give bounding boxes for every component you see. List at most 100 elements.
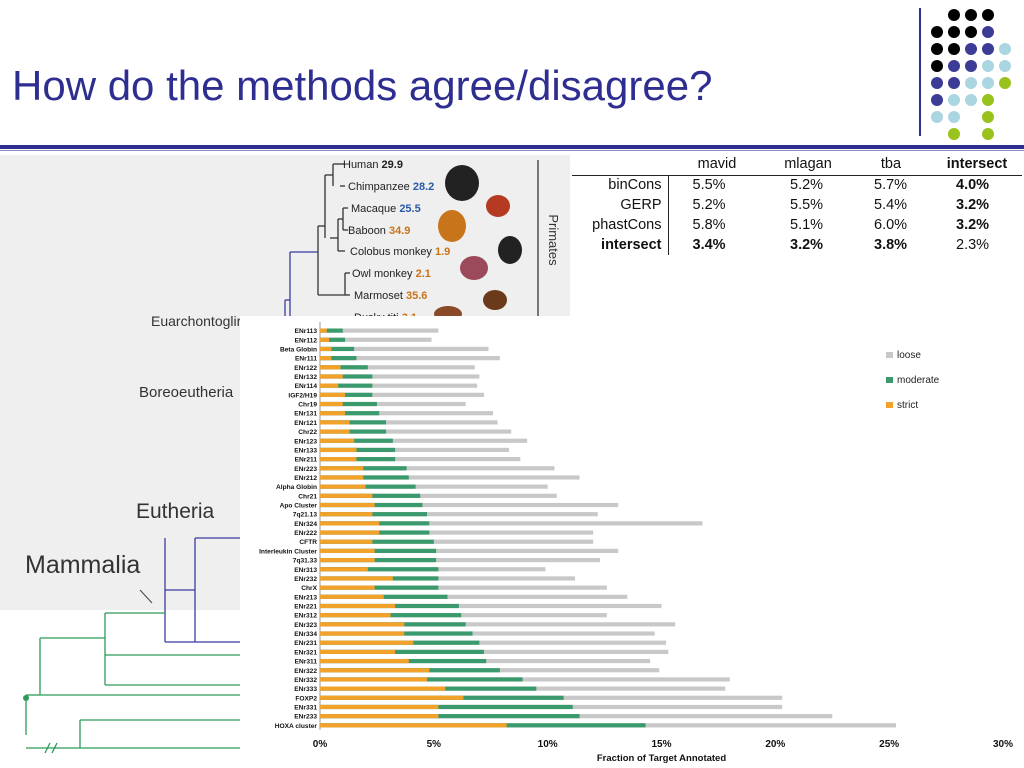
table-cell: 4.0% [956,177,990,194]
bar-strict [320,557,375,563]
species-label: Baboon 34.9 [348,225,410,237]
decorative-dot [931,94,943,106]
category-label: ENr323 [294,622,317,629]
column-header-mavid: mavid [668,154,766,176]
bar-strict [320,521,380,526]
category-label: ENr321 [294,649,317,656]
species-label: Owl monkey 2.1 [352,268,431,280]
table-cell: 3.4% [692,237,726,253]
owl-monkey-illustration [460,256,488,280]
bar-strict [320,649,396,654]
category-label: ENr132 [294,374,317,381]
decorative-dot [948,94,960,106]
primates-label: Primates [546,214,561,266]
bar-strict [320,438,355,443]
bar-loose [320,521,703,526]
legend-label-strict: strict [897,400,918,411]
row-label-intersect: intersect [572,235,669,255]
bar-loose [320,622,676,627]
x-tick-label: 0% [313,739,328,750]
table-header-row: mavid mlagan tba intersect [572,154,1022,176]
bar-loose [320,484,548,489]
table-cell: 5.1% [790,217,824,233]
bar-strict [320,420,350,425]
bar-loose [320,512,598,517]
clade-label-boreoeutheria: Boreoeutheria [139,384,234,401]
decorative-dot [982,128,994,140]
bar-strict [320,401,343,407]
category-label: Chr21 [298,493,317,500]
category-label: Apo Cluster [280,503,318,510]
species-label: Chimpanzee 28.2 [348,181,434,193]
category-label: ENr331 [294,704,317,711]
bar-moderate [320,539,434,544]
bar-loose [320,594,628,599]
category-label: ENr333 [294,686,317,693]
table-cell: 3.8% [874,237,908,253]
bar-moderate [320,383,373,388]
bar-loose [320,640,667,645]
bar-strict [320,723,507,728]
bar-strict [320,567,368,572]
decorative-dot [948,60,960,72]
table-corner [572,154,668,176]
bar-moderate [320,557,437,563]
decorative-dot [948,9,960,21]
bar-strict [320,695,464,700]
category-label: ENr232 [294,576,317,583]
bar-strict [320,585,375,590]
decorative-dot [965,60,977,72]
bar-strict [320,457,357,462]
x-axis-label: Fraction of Target Annotated [597,753,727,764]
bar-strict [320,502,375,508]
bar-strict [320,512,373,517]
bar-loose [320,649,669,654]
bar-loose [320,429,512,434]
category-label: ENr332 [294,677,317,684]
bar-strict [320,337,330,342]
category-label: ENr111 [295,356,317,363]
decorative-dot [965,77,977,89]
x-tick-label: 20% [765,739,785,750]
decorative-dot [965,26,977,38]
table-cell: 5.5% [790,197,824,213]
decorative-dot [948,26,960,38]
bar-loose [320,475,580,480]
species-label: Marmoset 35.6 [354,290,427,302]
decorative-dot [982,9,994,21]
column-header-intersect: intersect [932,154,1022,176]
bar-loose [320,447,509,453]
bar-moderate [320,374,373,379]
bar-strict [320,328,327,333]
tree-branch [44,742,51,754]
decorative-dot [948,111,960,123]
bar-loose [320,585,607,590]
x-tick-label: 10% [538,739,558,750]
category-label: ENr222 [294,530,317,537]
bar-strict [320,668,430,673]
category-label: ENr223 [294,466,317,473]
category-label: ENr334 [294,631,317,638]
category-label: CFTR [299,539,317,546]
bar-strict [320,594,384,599]
category-label: ENr221 [294,603,317,610]
category-label: ENr231 [294,640,317,647]
category-label: ENr313 [294,567,317,574]
bar-moderate [320,365,368,370]
row-label-gerp: GERP [572,195,669,215]
bar-strict [320,356,332,361]
category-label: ENr121 [294,420,317,427]
phylogeny-background-lower [0,610,250,768]
bar-moderate [320,475,409,480]
decorative-dot [965,9,977,21]
tree-branch [51,742,58,754]
clade-label-mammalia: Mammalia [25,551,141,579]
decorative-dot [982,94,994,106]
bar-strict [320,539,373,544]
category-label: ENr212 [294,475,317,482]
bar-moderate [320,401,377,407]
decorative-dot [982,43,994,55]
bar-strict [320,374,343,379]
category-label: ENr322 [294,668,317,675]
bar-strict [320,475,364,480]
